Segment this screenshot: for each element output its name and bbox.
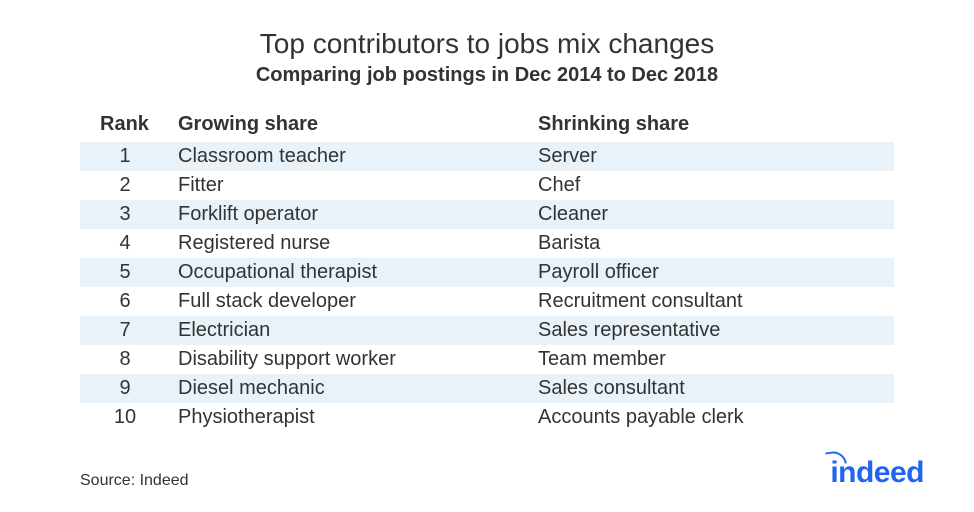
growing-cell: Classroom teacher <box>170 142 530 171</box>
shrinking-cell: Accounts payable clerk <box>530 403 894 432</box>
growing-cell: Diesel mechanic <box>170 374 530 403</box>
growing-cell: Occupational therapist <box>170 258 530 287</box>
chart-subtitle: Comparing job postings in Dec 2014 to De… <box>80 64 894 87</box>
growing-cell: Fitter <box>170 171 530 200</box>
col-header-growing: Growing share <box>170 109 530 142</box>
rank-cell: 4 <box>80 229 170 258</box>
rank-cell: 7 <box>80 316 170 345</box>
table-row: 5Occupational therapistPayroll officer <box>80 258 894 287</box>
table-row: 8Disability support workerTeam member <box>80 345 894 374</box>
table-row: 10PhysiotherapistAccounts payable clerk <box>80 403 894 432</box>
table-row: 2FitterChef <box>80 171 894 200</box>
rank-cell: 10 <box>80 403 170 432</box>
table-row: 3Forklift operatorCleaner <box>80 200 894 229</box>
chart-title: Top contributors to jobs mix changes <box>80 28 894 60</box>
table-row: 9Diesel mechanicSales consultant <box>80 374 894 403</box>
growing-cell: Disability support worker <box>170 345 530 374</box>
rank-cell: 2 <box>80 171 170 200</box>
shrinking-cell: Sales consultant <box>530 374 894 403</box>
table-body: 1Classroom teacherServer 2FitterChef 3Fo… <box>80 142 894 432</box>
table-header-row: Rank Growing share Shrinking share <box>80 109 894 142</box>
shrinking-cell: Cleaner <box>530 200 894 229</box>
growing-cell: Electrician <box>170 316 530 345</box>
rank-cell: 8 <box>80 345 170 374</box>
growing-cell: Physiotherapist <box>170 403 530 432</box>
rank-cell: 3 <box>80 200 170 229</box>
indeed-logo: indeed <box>830 450 924 490</box>
rank-cell: 5 <box>80 258 170 287</box>
shrinking-cell: Server <box>530 142 894 171</box>
table-row: 6Full stack developerRecruitment consult… <box>80 287 894 316</box>
table-row: 7ElectricianSales representative <box>80 316 894 345</box>
shrinking-cell: Recruitment consultant <box>530 287 894 316</box>
rank-cell: 1 <box>80 142 170 171</box>
col-header-shrinking: Shrinking share <box>530 109 894 142</box>
indeed-arc-icon <box>825 450 847 467</box>
rank-cell: 6 <box>80 287 170 316</box>
growing-cell: Registered nurse <box>170 229 530 258</box>
table-row: 1Classroom teacherServer <box>80 142 894 171</box>
shrinking-cell: Sales representative <box>530 316 894 345</box>
footer: Source: Indeed indeed <box>80 450 924 490</box>
table-row: 4Registered nurseBarista <box>80 229 894 258</box>
growing-cell: Full stack developer <box>170 287 530 316</box>
jobs-table: Rank Growing share Shrinking share 1Clas… <box>80 109 894 432</box>
growing-cell: Forklift operator <box>170 200 530 229</box>
shrinking-cell: Chef <box>530 171 894 200</box>
col-header-rank: Rank <box>80 109 170 142</box>
source-label: Source: Indeed <box>80 472 189 490</box>
shrinking-cell: Payroll officer <box>530 258 894 287</box>
shrinking-cell: Barista <box>530 229 894 258</box>
rank-cell: 9 <box>80 374 170 403</box>
shrinking-cell: Team member <box>530 345 894 374</box>
